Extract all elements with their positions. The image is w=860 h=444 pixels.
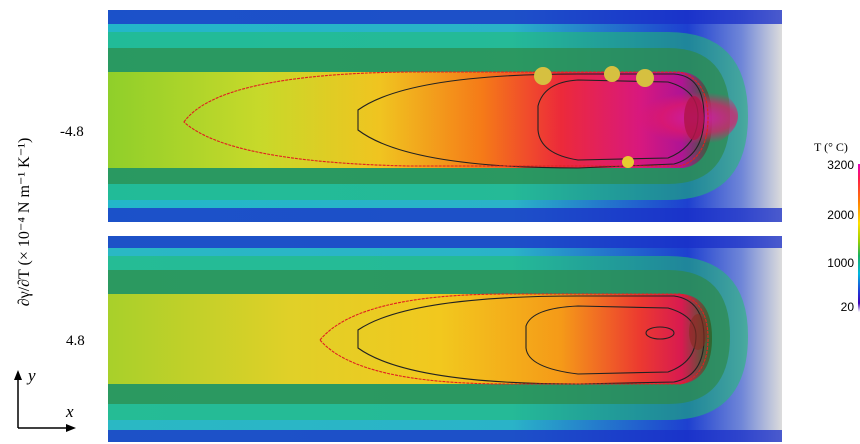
colorbar-tick-3200: 3200 bbox=[827, 158, 854, 172]
axes-arrows-icon bbox=[14, 370, 76, 432]
temperature-field-bottom bbox=[108, 236, 782, 442]
y-axis-label-text: ∂γ/∂T (× 10⁻⁴ N m⁻¹ K⁻¹) bbox=[16, 137, 33, 307]
colorbar-title: T (° C) bbox=[814, 140, 848, 154]
colorbar-gradient bbox=[858, 164, 860, 312]
colorbar-tick-2000: 2000 bbox=[827, 208, 854, 222]
colorbar: T (° C) 3200 2000 1000 20 bbox=[814, 140, 860, 330]
colorbar-tick-1000: 1000 bbox=[827, 256, 854, 270]
colorbar-tick-20: 20 bbox=[840, 300, 854, 314]
axis-y-label: y bbox=[28, 366, 36, 385]
axes-orientation-icon: y x bbox=[4, 362, 84, 440]
temperature-field-top bbox=[108, 10, 782, 222]
row-label-top: -4.8 bbox=[60, 124, 84, 140]
axis-x-label: x bbox=[66, 402, 74, 421]
simulation-panel-bottom bbox=[108, 236, 782, 442]
row-label-bottom: 4.8 bbox=[66, 333, 85, 349]
simulation-panel-top bbox=[108, 10, 782, 222]
